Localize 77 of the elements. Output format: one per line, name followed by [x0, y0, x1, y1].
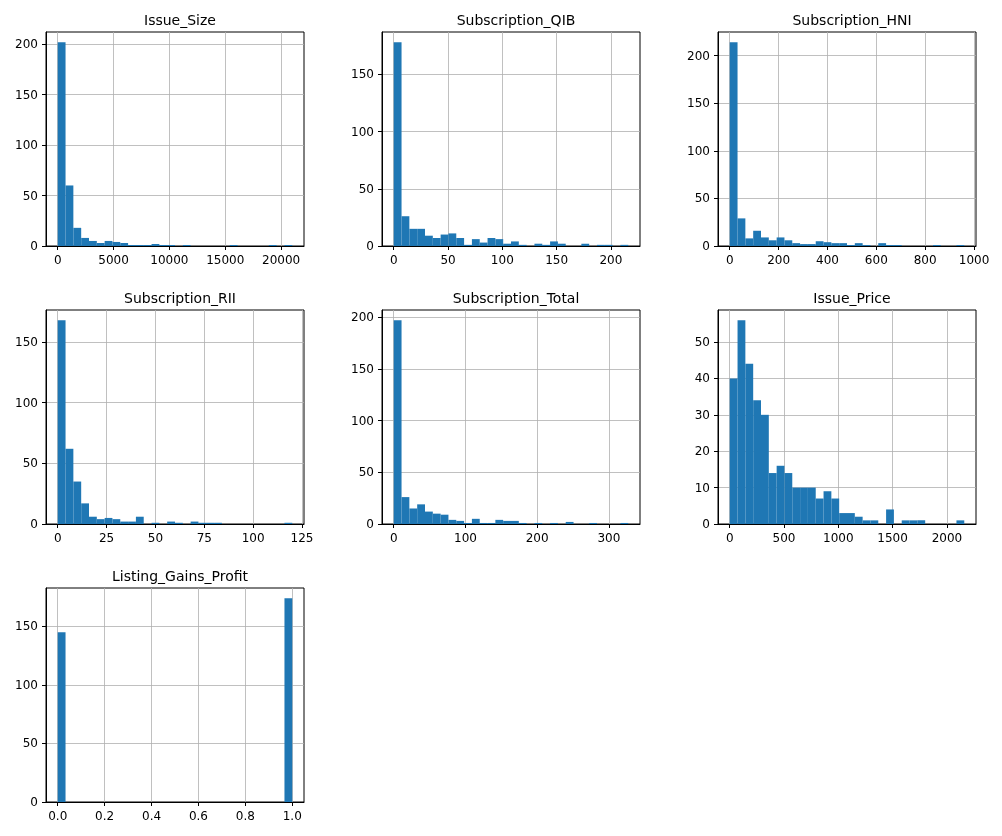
x-tick-label: 25	[98, 531, 115, 545]
x-tick-label: 500	[772, 531, 796, 545]
x-tick-label: 50	[440, 253, 456, 267]
x-tick-label: 0.8	[235, 809, 255, 823]
y-tick-label: 0	[702, 239, 710, 253]
x-tick-label: 1000	[958, 253, 990, 267]
x-tick-label: 1.0	[282, 809, 302, 823]
x-tick-label: 200	[767, 253, 791, 267]
chart-title: Subscription_HNI	[792, 12, 912, 28]
y-tick-label: 150	[687, 96, 710, 111]
y-tick-label: 150	[351, 67, 374, 82]
y-tick-label: 100	[687, 143, 710, 158]
x-tick-label: 300	[597, 531, 621, 545]
x-tick-label: 125	[290, 531, 314, 545]
y-tick-label: 100	[15, 677, 38, 692]
chart-title: Subscription_Total	[452, 290, 580, 306]
x-tick-label: 0	[725, 253, 734, 267]
x-tick-label: 200	[599, 253, 623, 267]
y-tick-label: 40	[694, 371, 710, 386]
y-tick-label: 100	[15, 395, 38, 410]
x-tick-label: 1500	[877, 531, 908, 545]
y-tick-label: 10	[694, 480, 710, 495]
y-tick-label: 200	[15, 37, 38, 52]
y-tick-label: 0	[30, 239, 38, 253]
chart-title: Listing_Gains_Profit	[111, 568, 249, 584]
x-tick-label: 10000	[150, 253, 189, 267]
y-tick-label: 50	[22, 456, 38, 471]
x-tick-label: 100	[454, 531, 477, 545]
x-tick-label: 20000	[262, 253, 301, 267]
x-tick-label: 0.0	[48, 809, 68, 823]
y-tick-label: 150	[15, 335, 38, 350]
y-tick-label: 50	[694, 191, 710, 206]
y-tick-label: 50	[22, 736, 38, 751]
y-tick-label: 150	[351, 361, 374, 376]
y-tick-label: 150	[15, 619, 38, 634]
y-tick-label: 0	[702, 517, 710, 531]
x-tick-label: 0	[389, 531, 398, 545]
x-tick-label: 0	[725, 531, 734, 545]
x-tick-label: 15000	[206, 253, 245, 267]
y-tick-label: 0	[366, 517, 374, 531]
y-tick-label: 150	[15, 87, 38, 102]
y-tick-label: 100	[351, 413, 374, 428]
y-tick-label: 100	[351, 124, 374, 139]
y-tick-label: 50	[358, 181, 374, 196]
y-tick-label: 50	[22, 188, 38, 203]
y-tick-label: 50	[694, 335, 710, 350]
y-tick-label: 0	[366, 239, 374, 253]
chart-title: Issue_Price	[813, 290, 891, 306]
x-tick-label: 100	[241, 531, 265, 545]
x-tick-label: 0.2	[95, 809, 115, 823]
x-tick-label: 150	[545, 253, 569, 267]
x-tick-label: 100	[490, 253, 514, 267]
y-tick-label: 100	[15, 138, 38, 153]
y-tick-label: 0	[30, 517, 38, 531]
chart-title: Issue_Size	[144, 12, 216, 28]
x-tick-label: 0	[53, 531, 62, 545]
x-tick-label: 0	[53, 253, 62, 267]
y-tick-label: 0	[30, 795, 38, 809]
x-tick-label: 2000	[931, 531, 963, 545]
x-tick-label: 600	[864, 253, 888, 267]
chart-title: Subscription_RII	[124, 290, 236, 306]
x-tick-label: 0.4	[142, 809, 162, 823]
y-tick-label: 20	[694, 444, 710, 459]
x-tick-label: 1000	[823, 531, 854, 545]
y-tick-label: 200	[687, 48, 710, 63]
chart-title: Subscription_QIB	[456, 12, 576, 28]
y-tick-label: 200	[351, 310, 374, 325]
x-tick-label: 0.6	[188, 809, 208, 823]
x-tick-label: 5000	[98, 253, 129, 267]
x-tick-label: 800	[913, 253, 937, 267]
x-tick-label: 50	[147, 531, 164, 545]
y-tick-label: 50	[358, 465, 374, 480]
x-tick-label: 0	[389, 253, 398, 267]
y-tick-label: 30	[694, 407, 710, 422]
x-tick-label: 400	[816, 253, 839, 267]
x-tick-label: 200	[525, 531, 549, 545]
x-tick-label: 75	[196, 531, 212, 545]
